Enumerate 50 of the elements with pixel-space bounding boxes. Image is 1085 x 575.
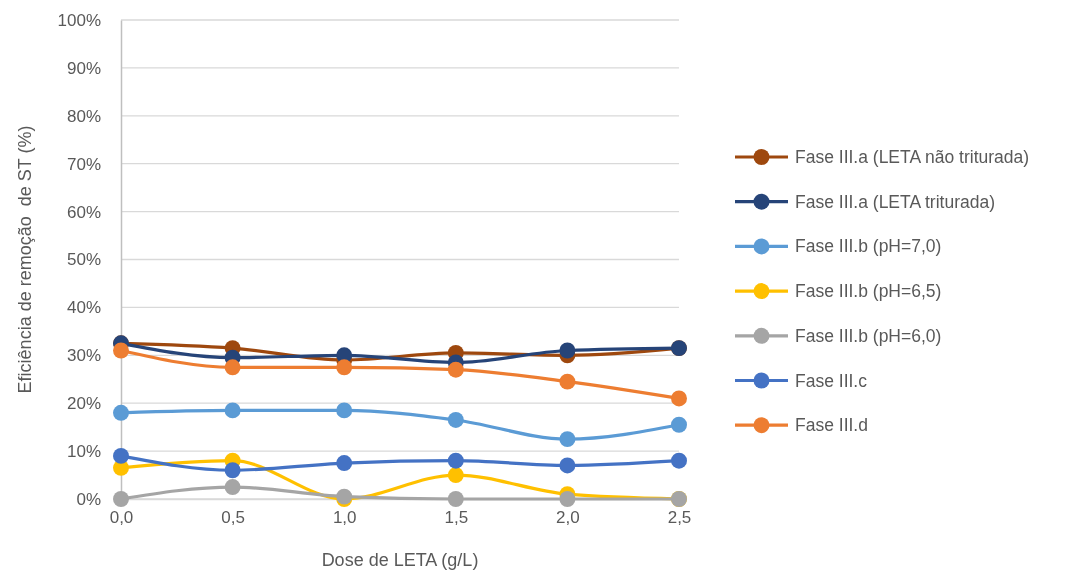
- point: [224, 359, 241, 376]
- point: [224, 479, 241, 495]
- point: [113, 342, 129, 359]
- y-tick-label: 30%: [66, 346, 101, 366]
- point: [671, 416, 687, 433]
- legend-label: Fase III.b (pH=7,0): [795, 236, 942, 257]
- point: [447, 491, 464, 507]
- point: [559, 431, 576, 448]
- y-tick-label: 0%: [76, 489, 101, 509]
- point: [559, 491, 576, 507]
- y-tick-label: 90%: [66, 58, 101, 78]
- y-tick-label: 70%: [66, 154, 101, 174]
- point: [113, 404, 129, 421]
- x-tick-label: 1,5: [444, 508, 469, 528]
- y-axis-title: Eficiência de remoção de ST (%): [15, 125, 35, 394]
- point: [224, 402, 241, 419]
- x-tick-label: 2,5: [667, 508, 692, 528]
- legend-label: Fase III.a (LETA não triturada): [795, 147, 1030, 167]
- point: [447, 412, 464, 428]
- point: [447, 467, 464, 484]
- point: [559, 342, 576, 359]
- legend-label: Fase III.a (LETA triturada): [795, 191, 996, 212]
- point: [559, 373, 576, 390]
- y-tick-label: 20%: [66, 394, 101, 414]
- legend-label: Fase III.d: [795, 415, 868, 436]
- point: [113, 491, 129, 507]
- point: [671, 390, 687, 407]
- y-tick-label: 10%: [66, 442, 101, 462]
- y-tick-label: 100%: [57, 10, 101, 30]
- point: [671, 452, 687, 469]
- legend-label: Fase III.b (pH=6,0): [795, 325, 942, 346]
- legend-label: Fase III.c: [795, 370, 868, 391]
- point: [336, 455, 353, 472]
- x-tick-label: 1,0: [332, 508, 357, 528]
- point: [113, 447, 129, 464]
- y-tick-label: 40%: [66, 298, 101, 318]
- point: [559, 457, 576, 474]
- point: [336, 402, 353, 419]
- point: [336, 359, 353, 376]
- y-tick-label: 60%: [66, 202, 101, 222]
- point: [224, 462, 241, 479]
- x-tick-label: 0,5: [221, 508, 245, 528]
- x-tick-label: 2,0: [556, 508, 580, 528]
- point: [447, 361, 464, 378]
- y-tick-label: 50%: [66, 250, 101, 270]
- point: [447, 452, 464, 469]
- y-tick-label: 80%: [66, 106, 101, 126]
- x-tick-label: 0,0: [109, 508, 134, 528]
- legend-label: Fase III.b (pH=6,5): [795, 281, 942, 302]
- x-axis-title: Dose de LETA (g/L): [321, 550, 479, 570]
